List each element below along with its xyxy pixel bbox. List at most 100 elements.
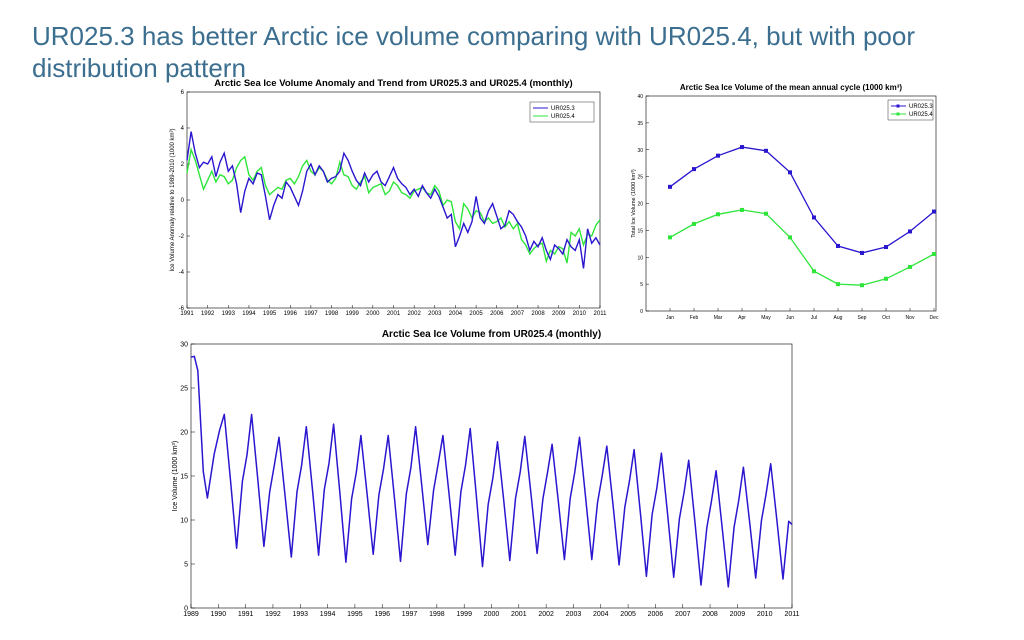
cycle-point	[740, 145, 744, 150]
anomaly-xtick-label: 2011	[594, 311, 608, 317]
cycle-xtick-label: Jun	[786, 315, 794, 321]
anomaly-ytick-label: -4	[179, 270, 185, 276]
cycle-series-line	[669, 146, 935, 254]
cycle-point	[812, 215, 816, 220]
anomaly-xtick-label: 2006	[490, 311, 504, 317]
cycle-point	[860, 283, 864, 288]
monthly-xtick-label: 1998	[429, 611, 445, 618]
cycle-ytick-label: 5	[640, 282, 643, 288]
cycle-xtick-label: Sep	[858, 315, 867, 321]
cycle-point	[908, 229, 912, 234]
monthly-xtick-label: 1991	[238, 611, 254, 618]
anomaly-xtick-label: 1993	[222, 311, 236, 317]
monthly-xtick-label: 1997	[402, 611, 418, 618]
cycle-ytick-label: 0	[640, 309, 643, 315]
monthly-y-axis-label: Ice Volume (1000 km³)	[172, 441, 179, 511]
cycle-xtick-label: Feb	[690, 315, 699, 321]
anomaly-series-line	[186, 147, 601, 264]
monthly-ytick-label: 20	[180, 430, 188, 437]
cycle-point	[716, 153, 720, 158]
monthly-xtick-label: 1999	[456, 611, 472, 618]
anomaly-legend-box	[529, 101, 595, 123]
cycle-point	[668, 184, 672, 189]
cycle-xtick-label: Jan	[666, 315, 674, 321]
anomaly-xtick-label: 1997	[304, 311, 318, 317]
cycle-ytick-label: 30	[637, 148, 643, 154]
cycle-point	[788, 235, 792, 240]
anomaly-legend-label: UR025.4	[551, 114, 575, 120]
monthly-chart-title: Arctic Sea Ice Volume from UR025.4 (mont…	[382, 329, 601, 340]
monthly-ytick-label: 30	[180, 342, 188, 349]
cycle-point	[884, 245, 888, 250]
monthly-xtick-label: 2009	[730, 611, 746, 618]
monthly-xtick-label: 2007	[675, 611, 691, 618]
anomaly-xtick-label: 2005	[469, 311, 483, 317]
cycle-xtick-label: Apr	[738, 315, 746, 321]
cycle-xtick-label: Dec	[930, 315, 939, 321]
monthly-xtick-label: 2000	[484, 611, 500, 618]
anomaly-xtick-label: 2004	[449, 311, 463, 317]
monthly-xtick-label: 2011	[784, 611, 799, 618]
anomaly-ytick-label: 6	[181, 90, 185, 96]
monthly-xtick-label: 1994	[320, 611, 336, 618]
anomaly-ytick-label: 4	[181, 126, 185, 132]
cycle-point	[788, 170, 792, 175]
cycle-ytick-label: 25	[637, 175, 643, 181]
monthly-xtick-label: 1996	[374, 611, 390, 618]
anomaly-xtick-label: 2008	[531, 311, 545, 317]
anomaly-xtick-label: 1999	[346, 311, 360, 317]
monthly-series-line	[190, 355, 793, 588]
cycle-point	[908, 264, 912, 269]
anomaly-xtick-label: 2003	[428, 311, 442, 317]
anomaly-xtick-label: 2001	[387, 311, 401, 317]
cycle-point	[884, 276, 888, 281]
anomaly-ytick-label: 2	[181, 162, 185, 168]
monthly-frame	[190, 343, 793, 609]
cycle-point	[860, 250, 864, 255]
anomaly-ytick-label: 0	[181, 198, 185, 204]
monthly-xtick-label: 2005	[620, 611, 636, 618]
monthly-xtick-label: 1990	[211, 611, 227, 618]
anomaly-xtick-label: 1991	[180, 311, 194, 317]
cycle-ytick-label: 15	[637, 228, 643, 234]
anomaly-y-axis-label: Ice Volume Anomaly relative to 1989-2010…	[170, 128, 176, 271]
anomaly-xtick-label: 1992	[201, 311, 215, 317]
cycle-point	[836, 282, 840, 287]
monthly-ytick-label: 10	[180, 518, 188, 525]
cycle-point	[836, 243, 840, 248]
monthly-xtick-label: 2004	[593, 611, 609, 618]
cycle-series-line	[669, 209, 935, 286]
cycle-frame	[645, 95, 937, 312]
anomaly-xtick-label: 2009	[552, 311, 566, 317]
slide-title: UR025.3 has better Arctic ice volume com…	[32, 21, 915, 83]
cycle-ytick-label: 20	[637, 202, 643, 208]
cycle-point	[668, 235, 672, 240]
anomaly-xtick-label: 1995	[263, 311, 277, 317]
anomaly-xtick-label: 1998	[325, 311, 339, 317]
anomaly-xtick-label: 1994	[242, 311, 256, 317]
cycle-point	[764, 148, 768, 153]
monthly-xtick-label: 2010	[757, 611, 773, 618]
monthly-xtick-label: 1995	[347, 611, 363, 618]
monthly-xtick-label: 2006	[648, 611, 664, 618]
anomaly-xtick-label: 2000	[366, 311, 380, 317]
cycle-xtick-label: Mar	[714, 315, 723, 321]
cycle-point	[692, 167, 696, 172]
cycle-point	[716, 212, 720, 217]
cycle-xtick-label: May	[761, 315, 771, 321]
monthly-xtick-label: 1989	[183, 611, 199, 618]
cycle-xtick-label: Nov	[906, 315, 915, 321]
cycle-legend-label: UR025.3	[909, 104, 933, 110]
anomaly-series-line	[186, 131, 601, 269]
cycle-y-axis-label: Total Ice Volume (1000 km³)	[631, 169, 637, 238]
anomaly-ytick-label: -6	[179, 306, 185, 312]
monthly-xtick-label: 1992	[265, 611, 281, 618]
cycle-xtick-label: Jul	[811, 315, 817, 321]
cycle-ytick-label: 35	[637, 121, 643, 127]
cycle-legend-label: UR025.4	[909, 112, 933, 118]
cycle-xtick-label: Oct	[882, 315, 890, 321]
cycle-legend-marker	[896, 112, 900, 116]
anomaly-chart-title: Arctic Sea Ice Volume Anomaly and Trend …	[214, 78, 572, 89]
cycle-chart-title: Arctic Sea Ice Volume of the mean annual…	[680, 83, 902, 92]
